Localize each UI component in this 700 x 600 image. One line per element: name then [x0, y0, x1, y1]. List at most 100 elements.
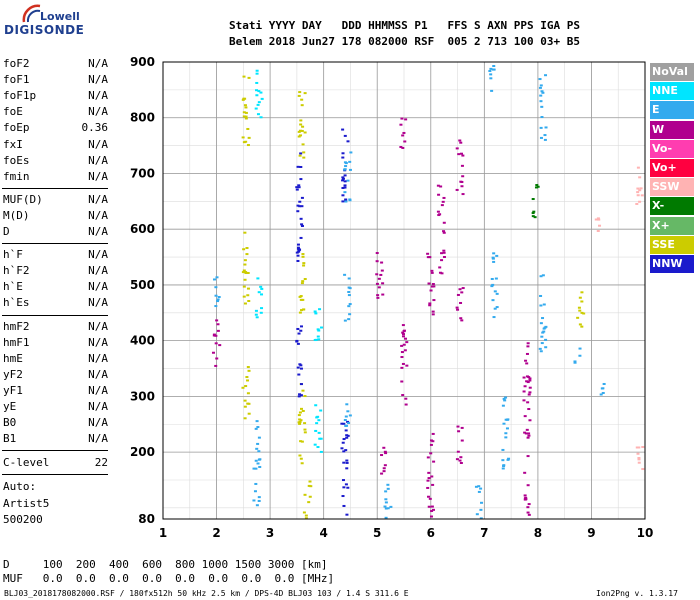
echo-point: [258, 458, 262, 461]
echo-point: [259, 116, 263, 119]
echo-point: [241, 98, 245, 101]
echo-point: [539, 100, 543, 103]
echo-point: [245, 247, 249, 250]
param-row: D N/A: [3, 225, 108, 241]
echo-point: [401, 134, 405, 137]
echo-point: [296, 210, 300, 213]
y-tick-label: 80: [138, 512, 155, 526]
echo-point: [544, 126, 548, 129]
echo-point: [596, 217, 600, 220]
param-name: foEs: [3, 153, 30, 167]
echo-point: [528, 419, 532, 422]
echo-point: [382, 446, 386, 449]
echo-point: [597, 218, 601, 221]
echo-point: [638, 189, 642, 192]
header-line-2: Belem 2018 Jun27 178 082000 RSF 005 2 71…: [229, 35, 580, 48]
echo-point: [459, 141, 463, 144]
echo-point: [442, 255, 446, 258]
echo-point: [527, 393, 531, 396]
echo-point: [241, 136, 245, 139]
param-name: h`F2: [3, 264, 30, 278]
echo-point: [259, 311, 263, 314]
echo-point: [255, 447, 259, 450]
echo-point: [341, 200, 345, 203]
echo-point: [526, 436, 530, 439]
echo-point: [442, 251, 446, 254]
echo-point: [341, 441, 345, 444]
echo-point: [384, 498, 388, 501]
echo-point: [526, 511, 530, 514]
echo-point: [297, 94, 301, 97]
echo-point: [386, 507, 390, 510]
echo-point: [501, 404, 505, 407]
auto-artist: Artist5: [3, 497, 50, 510]
echo-point: [343, 161, 347, 164]
echo-point: [343, 180, 347, 183]
echo-point: [345, 461, 349, 464]
echo-point: [256, 462, 260, 465]
echo-point: [242, 115, 246, 118]
polarization-legend: NoVal NNE E W Vo- Vo+ SSW X- X+ SSE NNW: [650, 63, 694, 274]
echo-point: [637, 458, 641, 461]
echo-point: [528, 377, 532, 380]
echo-point: [403, 140, 407, 143]
legend-item: NoVal: [650, 63, 694, 81]
echo-point: [302, 264, 306, 267]
echo-point: [214, 294, 218, 297]
echo-point: [211, 351, 215, 354]
param-name: h`F: [3, 248, 23, 262]
echo-point: [490, 277, 494, 280]
echo-point: [428, 304, 432, 307]
echo-point: [217, 296, 221, 299]
echo-point: [301, 298, 305, 301]
echo-point: [524, 359, 528, 362]
echo-point: [502, 464, 506, 467]
echo-point: [299, 394, 303, 397]
echo-point: [241, 386, 245, 389]
x-tick-label: 4: [319, 526, 327, 540]
echo-point: [298, 363, 302, 366]
echo-point: [313, 310, 317, 313]
echo-point: [242, 269, 246, 272]
echo-point: [460, 180, 464, 183]
echo-point: [404, 403, 408, 406]
param-value: N/A: [88, 367, 108, 381]
echo-point: [301, 143, 305, 146]
echo-point: [343, 419, 347, 422]
echo-point: [544, 74, 548, 77]
header-line-1: Stati YYYY DAY DDD HHMMSS P1 FFS S AXN P…: [229, 19, 580, 32]
echo-point: [458, 288, 462, 291]
echo-point: [309, 485, 313, 488]
echo-point: [405, 341, 409, 344]
echo-point: [539, 294, 543, 297]
param-name: B0: [3, 416, 17, 430]
echo-point: [475, 513, 479, 516]
echo-point: [297, 373, 301, 376]
echo-point: [491, 299, 495, 302]
echo-point: [300, 129, 304, 132]
param-value: N/A: [88, 137, 108, 151]
param-name: hmF1: [3, 335, 30, 349]
echo-point: [347, 290, 351, 293]
y-tick-label: 300: [130, 389, 155, 403]
echo-point: [526, 506, 530, 509]
echo-point: [246, 294, 250, 297]
echo-point: [340, 422, 344, 425]
echo-point: [380, 472, 384, 475]
echo-point: [348, 160, 352, 163]
echo-point: [301, 253, 305, 256]
echo-point: [404, 118, 408, 121]
echo-point: [260, 307, 264, 310]
param-value: N/A: [88, 192, 108, 206]
echo-point: [346, 434, 350, 437]
echo-point: [430, 475, 434, 478]
param-value: N/A: [88, 73, 108, 87]
echo-point: [502, 397, 506, 400]
echo-point: [380, 454, 384, 457]
echo-point: [637, 457, 641, 460]
echo-point: [460, 439, 464, 442]
echo-point: [343, 134, 347, 137]
echo-point: [243, 259, 247, 262]
echo-point: [216, 298, 220, 301]
echo-point: [295, 251, 299, 254]
